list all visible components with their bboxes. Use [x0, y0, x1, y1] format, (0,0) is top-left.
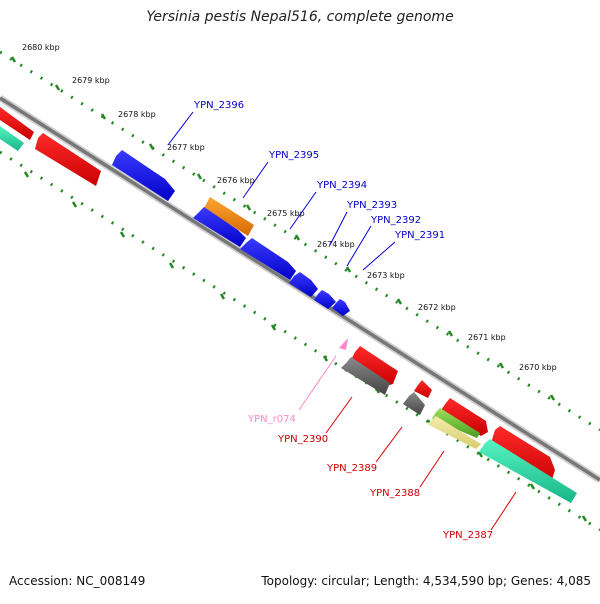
label-YPN_2392[interactable]: YPN_2392 [370, 215, 421, 226]
feature-red-small[interactable] [414, 380, 432, 398]
gene-YPN_2393-arrow[interactable] [240, 238, 296, 280]
gene-YPN_2394-arrow[interactable] [193, 207, 246, 247]
gene-YPN_2391-arrow[interactable] [332, 299, 350, 316]
gene-YPN_2391a-arrow[interactable] [314, 290, 336, 309]
leader-YPN_2388 [419, 450, 445, 488]
ruler-label-2676: 2676 kbp [217, 176, 255, 185]
ruler-label-2674: 2674 kbp [317, 240, 355, 249]
feature-gray-pseudo-1[interactable] [341, 357, 390, 395]
feature-teal-plus-left[interactable] [0, 126, 24, 151]
label-YPN_2395[interactable]: YPN_2395 [268, 150, 319, 161]
gene-YPN_2392-arrow[interactable] [289, 272, 318, 297]
feature-red-left[interactable] [35, 133, 101, 186]
ruler-label-2672: 2672 kbp [418, 303, 456, 312]
genome-summary-text: Topology: circular; Length: 4,534,590 bp… [261, 574, 591, 588]
ruler-label-2678: 2678 kbp [118, 110, 156, 119]
label-YPN_2396[interactable]: YPN_2396 [193, 100, 244, 111]
leader-YPN_2390 [325, 396, 353, 434]
ruler-label-2675: 2675 kbp [267, 209, 305, 218]
accession-text: Accession: NC_008149 [9, 574, 146, 588]
ruler-label-2680: 2680 kbp [22, 43, 60, 52]
ruler-label-2671: 2671 kbp [468, 333, 506, 342]
gene-YPN_r074-arrow[interactable] [339, 338, 348, 350]
leader-YPN_2396 [167, 111, 194, 146]
ruler-label-2679: 2679 kbp [72, 76, 110, 85]
label-YPN_2393[interactable]: YPN_2393 [346, 200, 397, 211]
gene-YPN_2390-arrow[interactable] [350, 346, 398, 386]
label-YPN_2388[interactable]: YPN_2388 [369, 488, 420, 499]
leader-YPN_2394 [289, 191, 317, 230]
label-YPN_r074[interactable]: YPN_r074 [247, 414, 296, 425]
leader-YPN_2392 [346, 225, 372, 267]
gene-YPN_2387-teal[interactable] [479, 439, 577, 503]
ruler-track-outer [0, 50, 600, 432]
gene-YPN_2388-yellow[interactable] [427, 416, 481, 449]
leader-YPN_2395 [242, 161, 269, 199]
label-YPN_2391[interactable]: YPN_2391 [394, 230, 445, 241]
map-title: Yersinia pestis Nepal516, complete genom… [146, 9, 454, 25]
leader-YPN_r074 [298, 355, 337, 411]
gene-YPN_2395-arrow[interactable] [204, 197, 254, 236]
gene-YPN_2396-arrow[interactable] [112, 150, 175, 201]
gene-YPN_2388-arrow[interactable] [441, 398, 488, 436]
ruler-label-2673: 2673 kbp [367, 271, 405, 280]
label-YPN_2389[interactable]: YPN_2389 [326, 463, 377, 474]
leader-YPN_2393 [329, 211, 348, 246]
ruler-label-2677: 2677 kbp [167, 143, 205, 152]
label-YPN_2390[interactable]: YPN_2390 [277, 434, 328, 445]
leader-YPN_2387 [490, 491, 517, 531]
label-YPN_2394[interactable]: YPN_2394 [316, 180, 367, 191]
ruler-major-ticks-outer [10, 56, 556, 401]
ruler-major-ticks-inner [23, 171, 588, 522]
gene-YPN_2388-green[interactable] [432, 408, 480, 438]
label-YPN_2387[interactable]: YPN_2387 [442, 530, 493, 541]
leader-YPN_2389 [375, 426, 403, 463]
leader-YPN_2391 [362, 241, 396, 271]
ruler-label-2670: 2670 kbp [519, 363, 557, 372]
gene-YPN_2389-box[interactable] [403, 392, 425, 415]
feature-red-plus-left[interactable] [0, 107, 34, 140]
